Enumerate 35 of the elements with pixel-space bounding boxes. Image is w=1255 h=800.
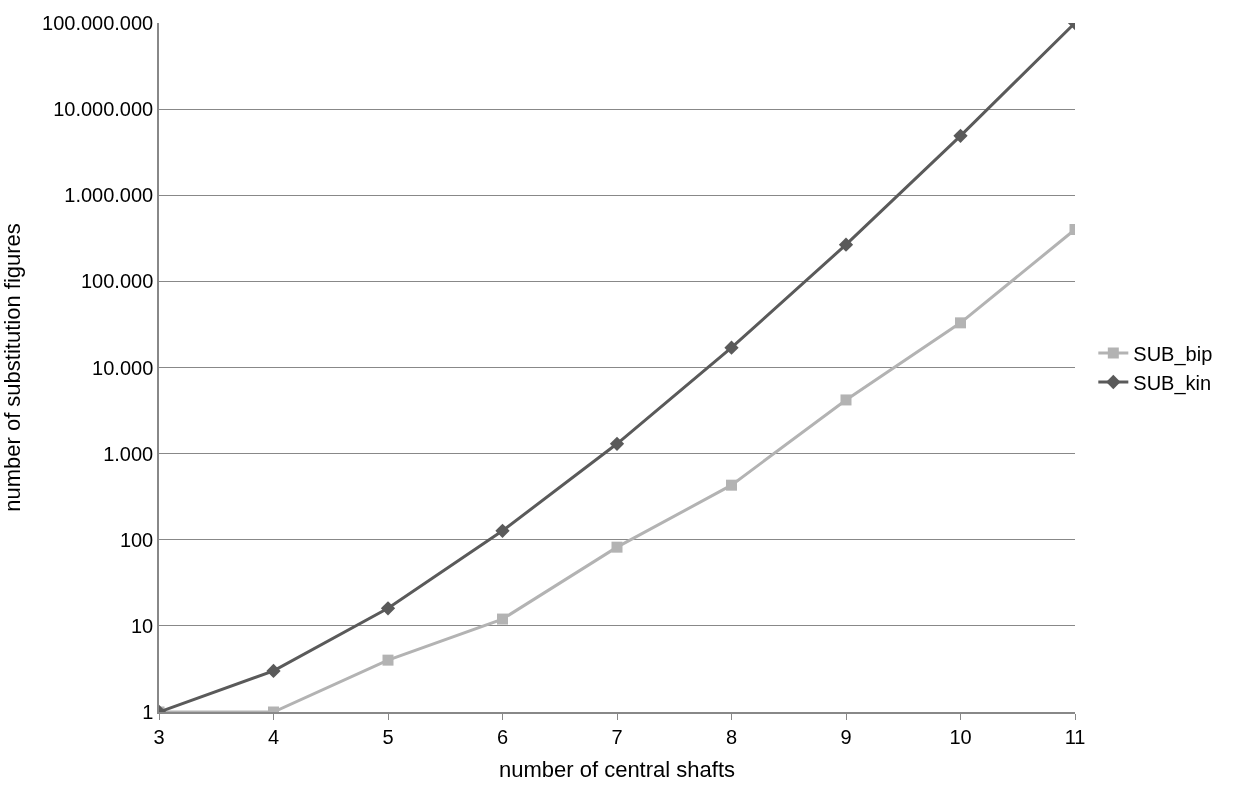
x-tick-label: 8: [725, 725, 738, 748]
point: [724, 340, 739, 355]
legend-label: SUB_bip: [1133, 342, 1213, 366]
point: [611, 541, 623, 553]
legend-label: SUB_kin: [1133, 371, 1212, 395]
y-axis-title: number of substitution figures: [0, 223, 26, 512]
y-tick-label: 10.000: [92, 356, 154, 379]
point: [380, 601, 396, 616]
x-tick-label: 10: [949, 725, 972, 748]
x-tick-label: 9: [840, 725, 852, 748]
y-tick-label: 100.000: [80, 270, 154, 293]
point: [840, 394, 852, 406]
x-tick-label: 3: [153, 725, 165, 748]
point: [953, 128, 968, 143]
x-tick-label: 6: [496, 725, 509, 748]
x-tick-label: 4: [267, 725, 280, 748]
point: [497, 613, 508, 625]
point: [382, 654, 394, 666]
point: [609, 436, 625, 451]
x-axis-title: number of central shafts: [498, 757, 736, 783]
point: [726, 479, 737, 491]
y-tick-label: 100: [119, 528, 154, 551]
y-tick-label: 1.000: [103, 442, 154, 465]
point: [838, 237, 854, 252]
x-tick-label: 5: [382, 725, 394, 748]
point: [495, 523, 510, 538]
x-tick-label: 11: [1064, 725, 1086, 748]
point: [955, 317, 966, 329]
y-tick-label: 1.000.000: [64, 184, 154, 207]
y-tick-label: 1: [142, 701, 154, 723]
y-tick-label: 100.000.000: [42, 12, 154, 34]
point: [266, 663, 281, 679]
y-tick-label: 10.000.000: [53, 98, 154, 121]
y-tick-label: 10: [131, 614, 154, 637]
x-tick-label: 7: [611, 725, 623, 748]
